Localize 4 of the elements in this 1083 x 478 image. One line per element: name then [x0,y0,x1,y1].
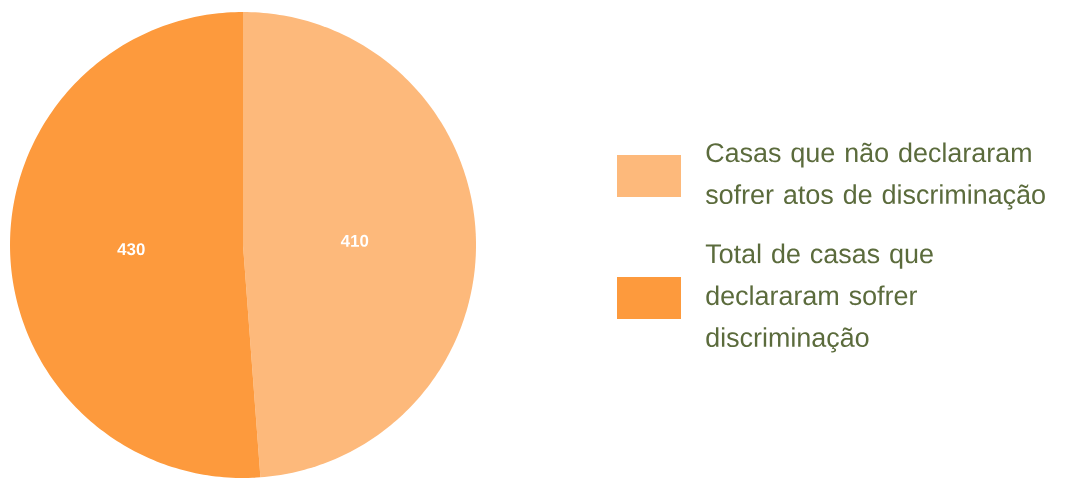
data-label: 430 [117,243,145,256]
data-label: 410 [340,234,369,247]
legend-label: Total de casas que declararam sofrer discriminação [705,243,933,353]
legend-label: Casas que não declararam sofrer atos de discriminação [705,142,1045,210]
